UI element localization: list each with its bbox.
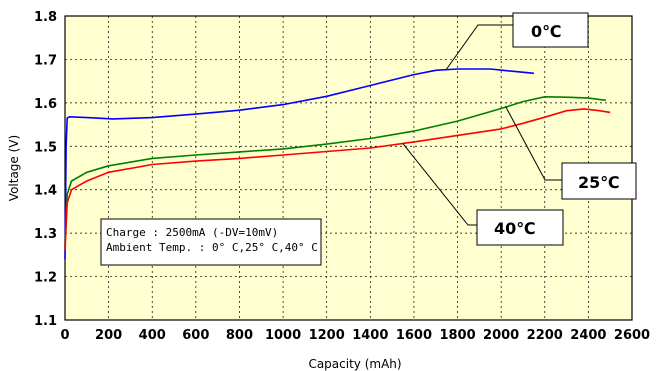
series-line-25c: [64, 96, 606, 247]
x-tick-label: 1000: [265, 328, 301, 343]
x-tick-label: 600: [182, 328, 209, 343]
callout-label: 25℃: [578, 173, 620, 192]
y-tick-label: 1.1: [34, 314, 57, 329]
callout-leader: [446, 24, 513, 70]
annotation-box: [100, 218, 322, 266]
callout-label: 0℃: [531, 22, 562, 41]
x-tick-label: 2600: [614, 328, 650, 343]
y-tick-label: 1.3: [34, 227, 57, 242]
y-axis-label: Voltage (V): [7, 135, 21, 201]
series-line-0c: [64, 68, 534, 260]
y-tick-label: 1.7: [34, 53, 57, 68]
x-tick-label: 800: [226, 328, 253, 343]
callout-box: [561, 162, 637, 200]
x-tick-label: 2200: [527, 328, 563, 343]
x-tick-label: 1400: [352, 328, 388, 343]
y-tick-label: 1.6: [34, 97, 57, 112]
annotation-line-2: Ambient Temp. : 0° C,25° C,40° C: [106, 241, 318, 254]
plot-area: [65, 16, 632, 320]
y-tick-label: 1.4: [34, 184, 57, 199]
x-tick-label: 2000: [483, 328, 519, 343]
x-tick-label: 1600: [396, 328, 432, 343]
series-line-40c: [64, 108, 611, 251]
y-tick-label: 1.2: [34, 271, 57, 286]
callout-leader: [505, 106, 562, 181]
y-tick-label: 1.5: [34, 140, 57, 155]
x-tick-label: 1800: [439, 328, 475, 343]
x-tick-label: 400: [139, 328, 166, 343]
x-tick-label: 2400: [570, 328, 606, 343]
callout-box: [476, 209, 564, 246]
y-tick-label: 1.8: [34, 10, 57, 25]
x-tick-label: 200: [95, 328, 122, 343]
x-tick-label: 1200: [309, 328, 345, 343]
callout-label: 40℃: [494, 219, 536, 238]
x-tick-label: 0: [60, 328, 69, 343]
annotation-line-1: Charge : 2500mA (-DV=10mV): [106, 226, 278, 239]
callout-leader: [402, 143, 477, 226]
callout-box: [512, 12, 589, 48]
x-axis-label: Capacity (mAh): [308, 357, 401, 371]
